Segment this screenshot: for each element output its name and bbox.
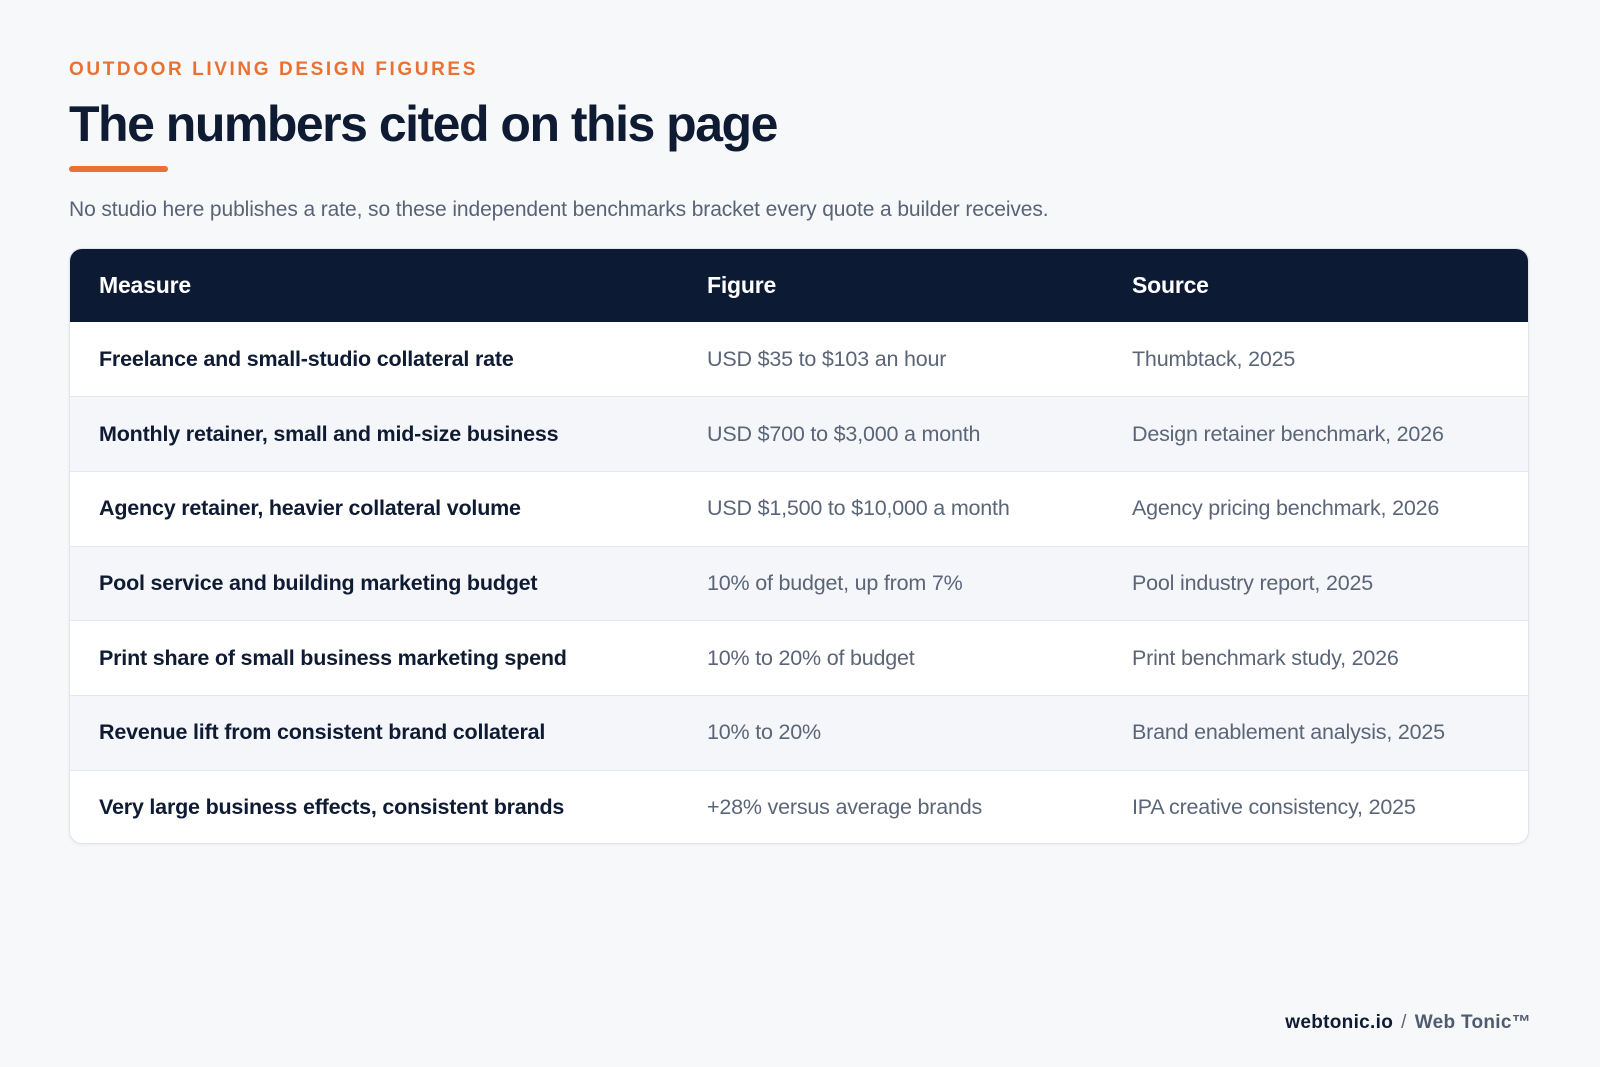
- table-body: Freelance and small-studio collateral ra…: [70, 322, 1528, 843]
- column-header-measure: Measure: [99, 272, 191, 298]
- cell-figure: USD $1,500 to $10,000 a month: [707, 496, 1010, 521]
- column-header-figure: Figure: [707, 272, 777, 298]
- cell-measure: Agency retainer, heavier collateral volu…: [99, 496, 521, 521]
- cell-figure: USD $700 to $3,000 a month: [707, 421, 981, 446]
- figures-table: Measure Figure Source Freelance and smal…: [70, 249, 1528, 843]
- cell-source: Thumbtack, 2025: [1132, 346, 1296, 371]
- cell-figure: 10% of budget, up from 7%: [707, 570, 963, 595]
- cell-measure: Print share of small business marketing …: [99, 645, 567, 670]
- table-header: Measure Figure Source: [70, 249, 1528, 322]
- cell-measure: Pool service and building marketing budg…: [99, 570, 538, 595]
- table-row: Freelance and small-studio collateral ra…: [70, 322, 1528, 397]
- cell-source: Pool industry report, 2025: [1132, 570, 1374, 595]
- page-title: The numbers cited on this page: [69, 96, 778, 152]
- cell-source: IPA creative consistency, 2025: [1132, 795, 1416, 820]
- cell-source: Brand enablement analysis, 2025: [1132, 720, 1445, 745]
- cell-measure: Freelance and small-studio collateral ra…: [99, 346, 514, 371]
- cell-measure: Monthly retainer, small and mid-size bus…: [99, 421, 559, 446]
- cell-measure: Very large business effects, consistent …: [99, 795, 565, 820]
- table-row: Revenue lift from consistent brand colla…: [70, 695, 1528, 771]
- eyebrow: OUTDOOR LIVING DESIGN FIGURES: [69, 59, 478, 80]
- table-row: Pool service and building marketing budg…: [70, 546, 1528, 621]
- table-row: Very large business effects, consistent …: [70, 770, 1528, 843]
- figures-table-card: Measure Figure Source Freelance and smal…: [69, 248, 1529, 844]
- cell-figure: USD $35 to $103 an hour: [707, 346, 947, 371]
- table-row: Monthly retainer, small and mid-size bus…: [70, 396, 1528, 472]
- cell-figure: 10% to 20% of budget: [707, 645, 915, 670]
- cell-figure: +28% versus average brands: [707, 795, 983, 820]
- title-accent-bar: [69, 166, 168, 172]
- footer-domain: webtonic.io: [1285, 1012, 1394, 1033]
- cell-source: Agency pricing benchmark, 2026: [1132, 496, 1440, 521]
- cell-source: Design retainer benchmark, 2026: [1132, 421, 1444, 446]
- page-subtitle: No studio here publishes a rate, so thes…: [69, 198, 1049, 221]
- cell-source: Print benchmark study, 2026: [1132, 645, 1399, 670]
- footer-brand: Web Tonic™: [1414, 1012, 1531, 1033]
- table-row: Agency retainer, heavier collateral volu…: [70, 471, 1528, 546]
- table-header-row: Measure Figure Source: [70, 249, 1528, 322]
- column-header-source: Source: [1132, 272, 1209, 298]
- footer-credit: webtonic.io / Web Tonic™: [1285, 1012, 1531, 1034]
- footer-separator: /: [1401, 1012, 1407, 1033]
- table-row: Print share of small business marketing …: [70, 620, 1528, 696]
- cell-measure: Revenue lift from consistent brand colla…: [99, 720, 546, 745]
- cell-figure: 10% to 20%: [707, 720, 821, 745]
